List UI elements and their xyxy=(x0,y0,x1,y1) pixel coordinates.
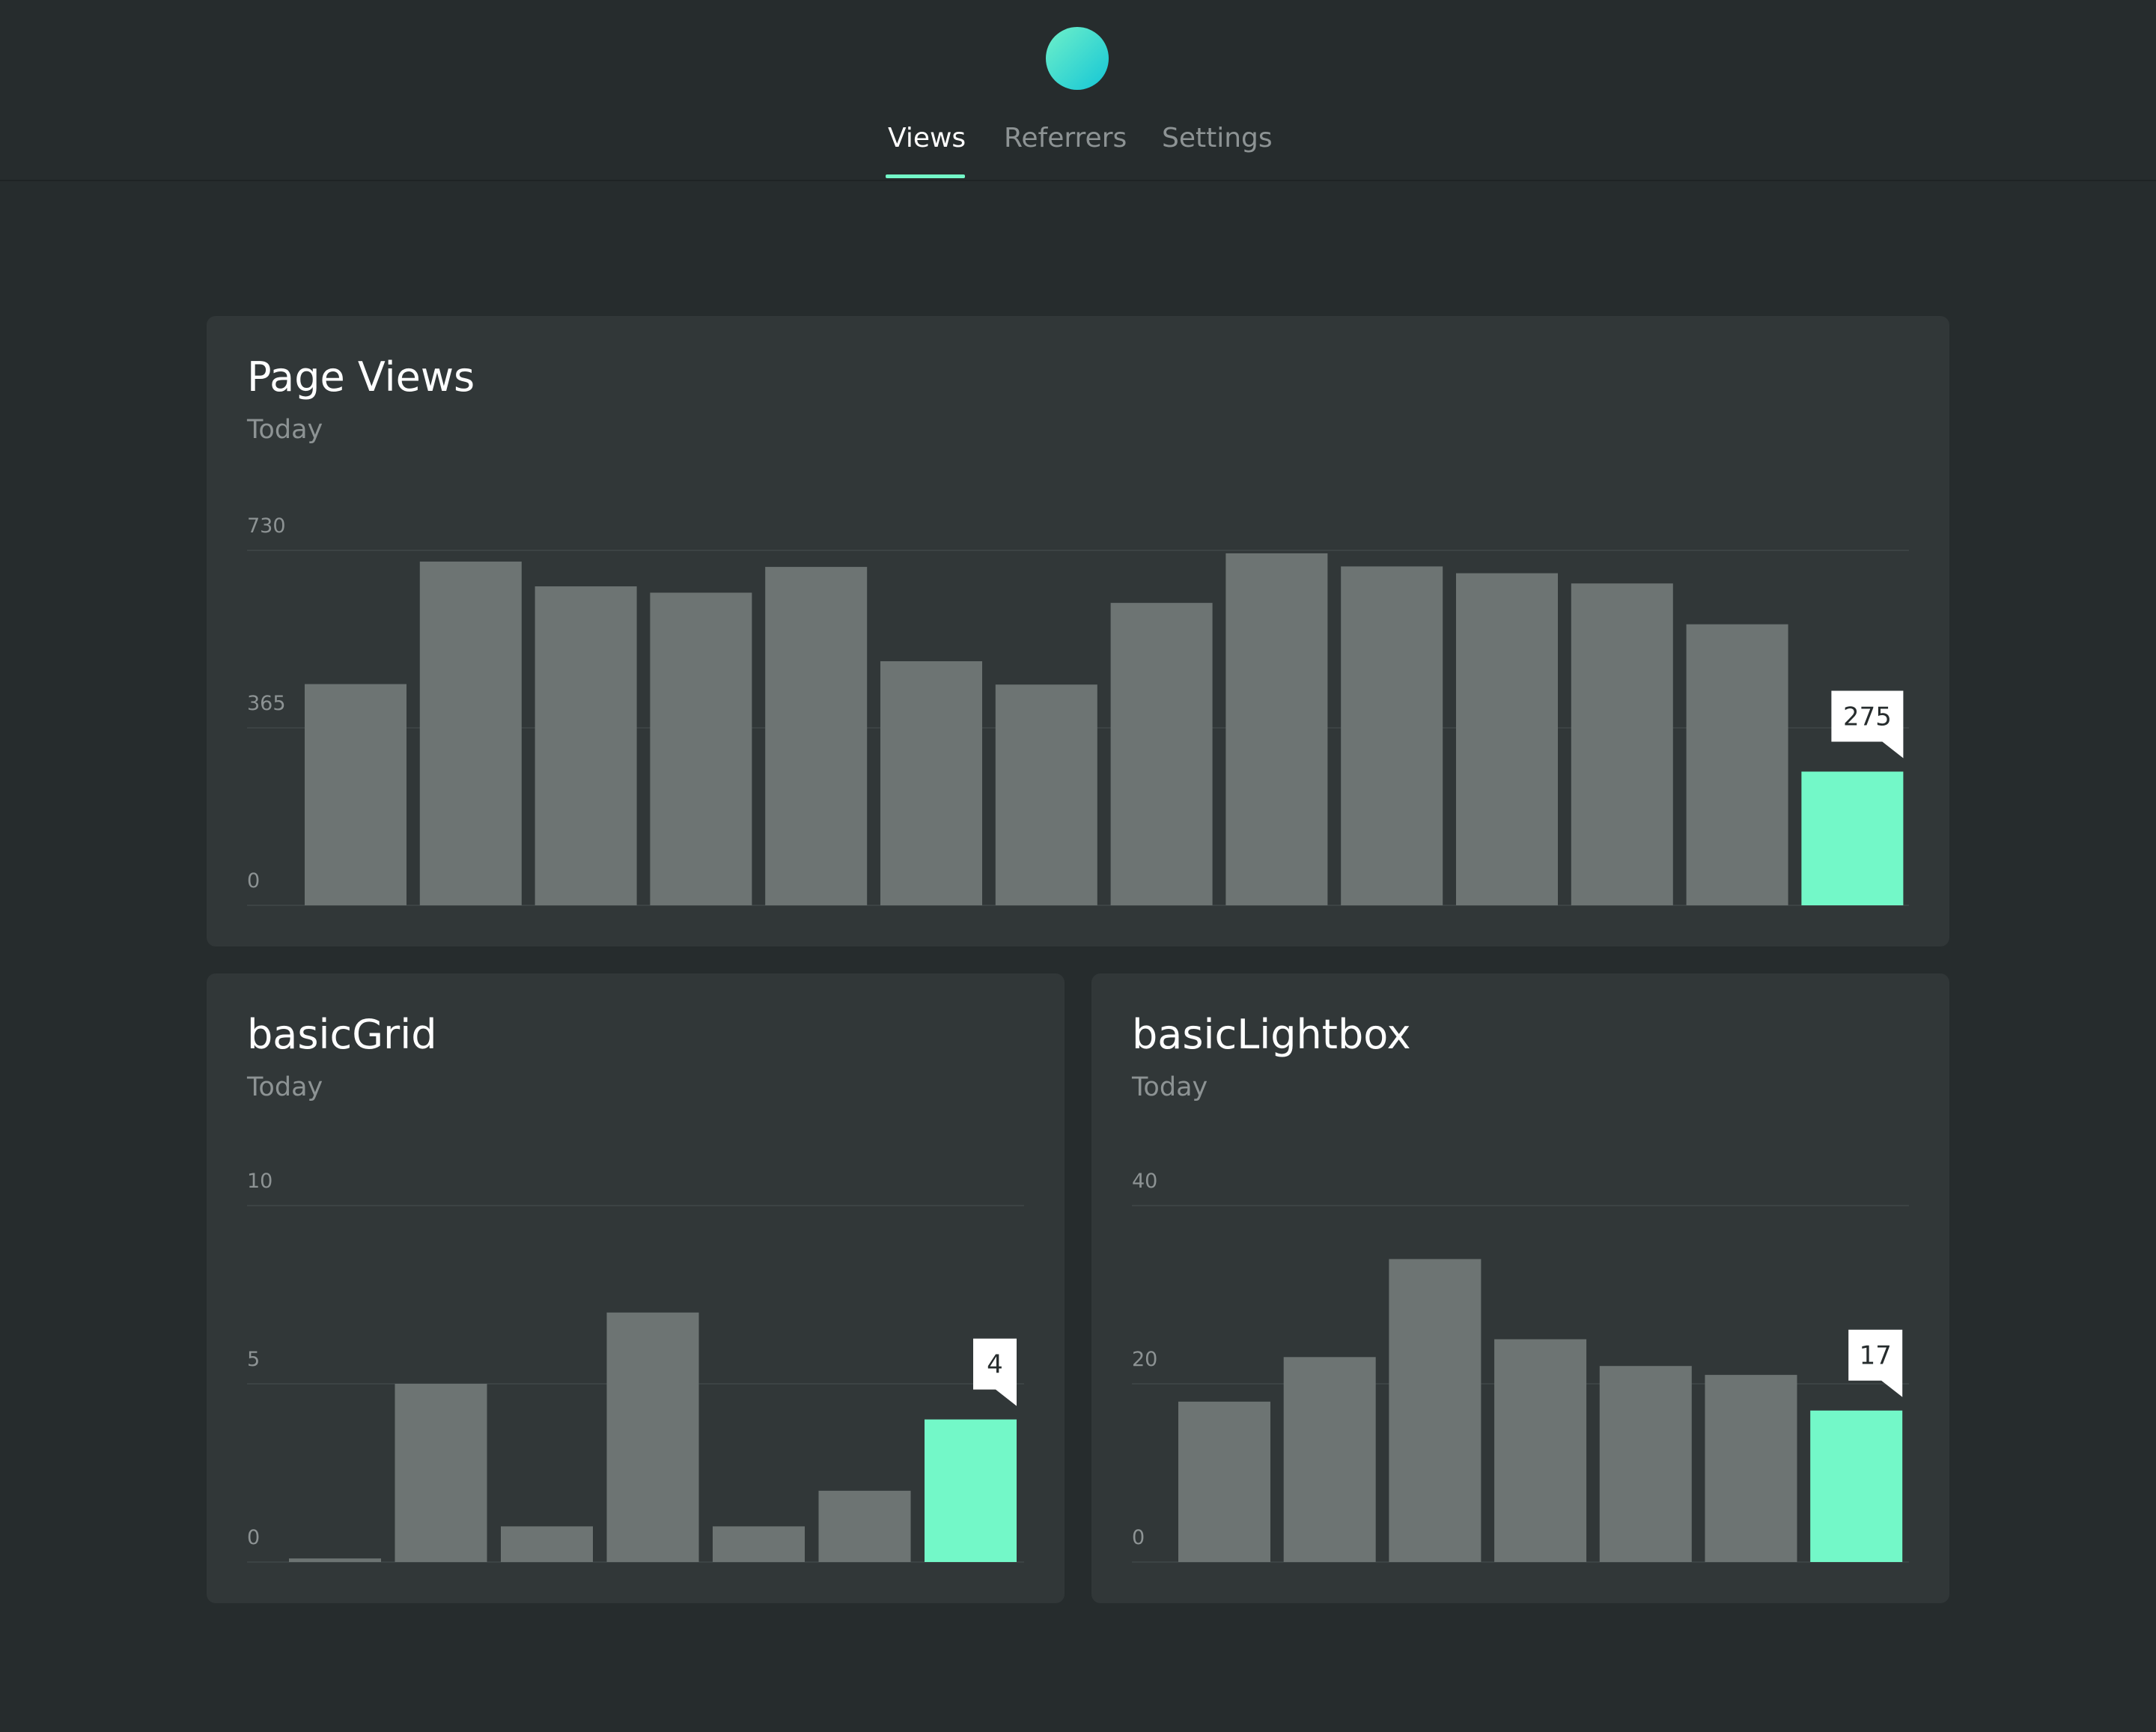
tab-settings[interactable]: Settings xyxy=(1162,123,1273,154)
bar xyxy=(289,1558,381,1562)
y-tick-label: 0 xyxy=(247,869,260,893)
bar xyxy=(818,1490,911,1562)
y-tick-label: 730 xyxy=(247,514,286,538)
y-tick-label: 10 xyxy=(247,1170,272,1193)
y-tick-label: 5 xyxy=(247,1348,260,1371)
y-tick-label: 40 xyxy=(1132,1170,1157,1193)
bar xyxy=(880,661,982,905)
tooltip-value: 4 xyxy=(987,1350,1003,1380)
bar xyxy=(535,586,637,905)
tooltip-value: 17 xyxy=(1860,1341,1892,1371)
bar xyxy=(1389,1259,1482,1562)
logo-icon[interactable] xyxy=(1046,27,1109,90)
bar xyxy=(1456,573,1558,905)
card-subtitle: Today xyxy=(247,1072,323,1102)
tab-referrers[interactable]: Referrers xyxy=(1004,123,1127,154)
bar xyxy=(1225,553,1328,905)
bar xyxy=(419,561,522,905)
y-tick-label: 20 xyxy=(1132,1348,1157,1371)
y-tick-label: 0 xyxy=(1132,1526,1145,1549)
bar xyxy=(606,1312,699,1562)
bar xyxy=(995,684,1097,905)
top-nav: Views Referrers Settings xyxy=(0,0,2156,181)
bar xyxy=(765,567,868,905)
bar xyxy=(305,684,406,905)
bar xyxy=(1599,1366,1692,1562)
bar-highlight xyxy=(925,1419,1017,1562)
card-subtitle: Today xyxy=(247,415,323,445)
tooltip-box xyxy=(973,1338,1017,1406)
value-tooltip: 275 xyxy=(1831,690,1904,759)
tooltip-value: 275 xyxy=(1843,702,1892,732)
bar xyxy=(650,592,752,905)
tooltip-box xyxy=(1848,1329,1903,1397)
bar xyxy=(1110,603,1213,905)
card-subtitle: Today xyxy=(1132,1072,1208,1102)
bar xyxy=(1705,1375,1797,1562)
card-title: basicGrid xyxy=(247,1011,437,1058)
bar-highlight xyxy=(1810,1410,1903,1562)
basiclightbox-card: basicLightbox Today 0 20 40 17 xyxy=(1091,973,1949,1603)
bar xyxy=(1283,1357,1376,1562)
value-tooltip: 17 xyxy=(1848,1329,1903,1397)
bar xyxy=(1178,1401,1270,1562)
basicgrid-chart: 0 5 10 4 xyxy=(247,1170,1024,1563)
bar xyxy=(501,1526,593,1562)
tab-views[interactable]: Views xyxy=(888,123,966,154)
basiclightbox-chart: 0 20 40 17 xyxy=(1132,1170,1909,1563)
page-views-chart: 0 365 730 275 xyxy=(247,514,1909,906)
basicgrid-card: basicGrid Today 0 5 10 4 xyxy=(207,973,1065,1603)
bar xyxy=(1494,1339,1587,1562)
tooltip-box xyxy=(1831,690,1904,759)
active-tab-indicator xyxy=(886,174,965,178)
bar xyxy=(395,1384,487,1562)
bar xyxy=(1571,583,1673,905)
bar xyxy=(713,1526,805,1562)
y-tick-label: 365 xyxy=(247,692,286,715)
card-title: basicLightbox xyxy=(1132,1011,1411,1058)
bar xyxy=(1341,566,1443,905)
bar-highlight xyxy=(1801,771,1904,905)
value-tooltip: 4 xyxy=(973,1338,1017,1406)
bar xyxy=(1686,624,1788,905)
card-title: Page Views xyxy=(247,353,475,401)
nav-tabs: Views Referrers Settings xyxy=(0,0,2156,180)
y-tick-label: 0 xyxy=(247,1526,260,1549)
page-views-card: Page Views Today 0 365 730 275 xyxy=(207,316,1949,946)
